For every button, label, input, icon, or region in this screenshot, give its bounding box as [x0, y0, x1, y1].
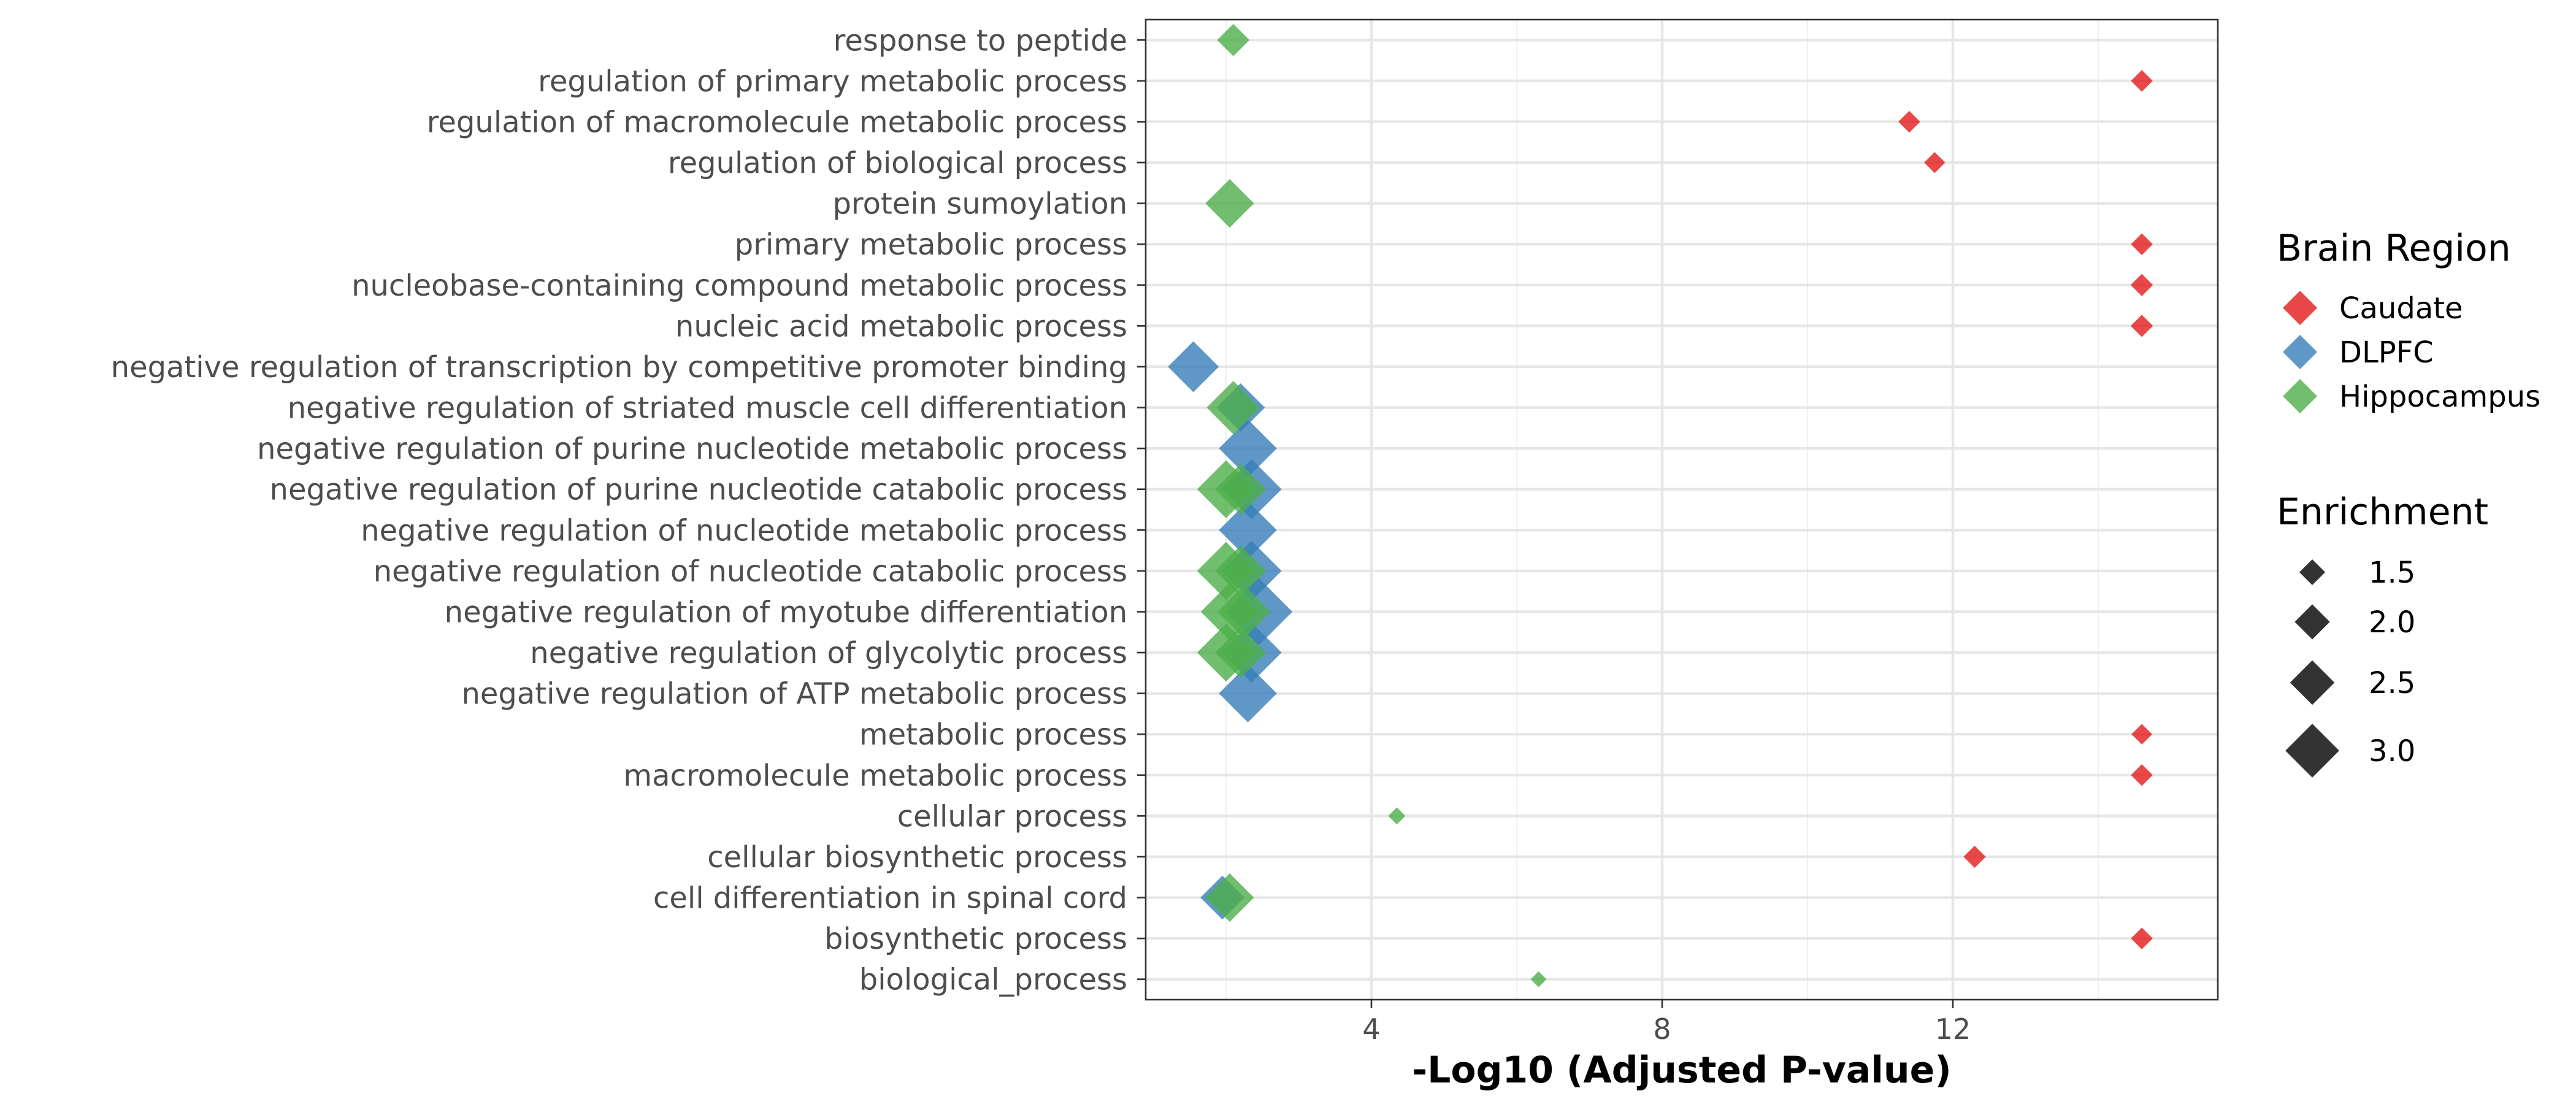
- x-tick-label: 4: [1362, 1013, 1380, 1046]
- data-point: [1205, 873, 1254, 922]
- data-point: [1388, 807, 1406, 825]
- x-tick-label: 8: [1653, 1013, 1671, 1046]
- category-label: regulation of biological process: [668, 146, 1127, 180]
- category-label: response to peptide: [834, 23, 1127, 58]
- legend-label: DLPFC: [2339, 335, 2434, 370]
- data-point: [1215, 545, 1267, 597]
- category-label: negative regulation of ATP metabolic pro…: [461, 677, 1127, 711]
- category-label: protein sumoylation: [832, 187, 1127, 221]
- data-point: [1205, 179, 1254, 228]
- x-tick-label: 12: [1935, 1013, 1971, 1046]
- category-label: biological_process: [859, 963, 1127, 997]
- category-label: negative regulation of glycolytic proces…: [530, 636, 1127, 670]
- data-point: [1206, 381, 1260, 434]
- legend-size-label: 2.0: [2369, 605, 2415, 640]
- legend-area: Brain Region Caudate DLPFC Hippocampus Enric…: [2277, 227, 2540, 778]
- data-point: [2131, 724, 2152, 745]
- legend-title-brain-region: Brain Region: [2277, 227, 2511, 270]
- legend-size-label: 2.5: [2369, 666, 2415, 700]
- data-point: [2130, 315, 2153, 337]
- legend-size-label: 1.5: [2369, 556, 2415, 590]
- data-point: [1219, 419, 1277, 478]
- category-label: negative regulation of transcription by …: [111, 350, 1127, 385]
- category-label: metabolic process: [859, 718, 1127, 752]
- plot-panel: [1146, 20, 2218, 1000]
- data-point: [1217, 585, 1271, 638]
- data-point: [1215, 464, 1267, 515]
- data-point: [1215, 627, 1267, 678]
- category-label: cellular process: [897, 799, 1127, 833]
- legend-swatch: [2283, 379, 2317, 413]
- category-label: cell differentiation in spinal cord: [653, 881, 1127, 916]
- plot-border: [1144, 18, 2219, 1001]
- category-label: biosynthetic process: [824, 922, 1127, 956]
- data-point: [2130, 274, 2153, 296]
- category-label: negative regulation of nucleotide catabo…: [374, 554, 1127, 589]
- data-point: [1898, 110, 1920, 133]
- series-hippocampus: [1197, 23, 1547, 987]
- category-label: primary metabolic process: [735, 228, 1127, 262]
- plot-area: biological_process biosynthetic process ce…: [111, 18, 2219, 1092]
- legend-size-swatch: [2294, 604, 2330, 640]
- legend-label: Hippocampus: [2339, 380, 2540, 414]
- legend-size-swatch: [2290, 660, 2335, 705]
- data-point: [2131, 927, 2153, 949]
- legend-size-label: 3.0: [2369, 734, 2415, 768]
- legend-swatch: [2283, 335, 2317, 369]
- legend-swatch: [2283, 291, 2317, 325]
- data-point: [1168, 341, 1219, 393]
- category-label: negative regulation of purine nucleotide…: [257, 432, 1127, 466]
- data-point: [1219, 664, 1277, 722]
- data-point: [1219, 501, 1277, 559]
- data-point: [1924, 151, 1945, 174]
- category-label: nucleic acid metabolic process: [675, 309, 1127, 343]
- category-label: negative regulation of nucleotide metabo…: [361, 513, 1127, 548]
- legend-size-swatch: [2285, 724, 2339, 778]
- category-label: regulation of macromolecule metabolic pr…: [427, 105, 1127, 139]
- legend-title-enrichment: Enrichment: [2277, 491, 2488, 534]
- legend-label: Caudate: [2339, 291, 2463, 326]
- category-label: cellular biosynthetic process: [707, 840, 1127, 875]
- x-axis-title: -Log10 (Adjusted P-value): [1412, 1049, 1952, 1092]
- legend-size-swatch: [2299, 559, 2326, 586]
- data-point: [2131, 70, 2153, 92]
- data-point: [2131, 764, 2153, 786]
- category-label: macromolecule metabolic process: [623, 759, 1127, 793]
- category-label: negative regulation of striated muscle c…: [288, 391, 1127, 426]
- category-label: negative regulation of purine nucleotide…: [270, 473, 1127, 507]
- category-label: regulation of primary metabolic process: [538, 64, 1127, 99]
- data-point: [2131, 233, 2153, 255]
- data-point: [1217, 23, 1250, 56]
- data-point: [1963, 845, 1986, 868]
- category-label: negative regulation of myotube different…: [445, 595, 1127, 629]
- series-caudate: [1898, 70, 2153, 949]
- data-point: [1530, 971, 1547, 987]
- category-label: nucleobase-containing compound metabolic…: [351, 269, 1127, 303]
